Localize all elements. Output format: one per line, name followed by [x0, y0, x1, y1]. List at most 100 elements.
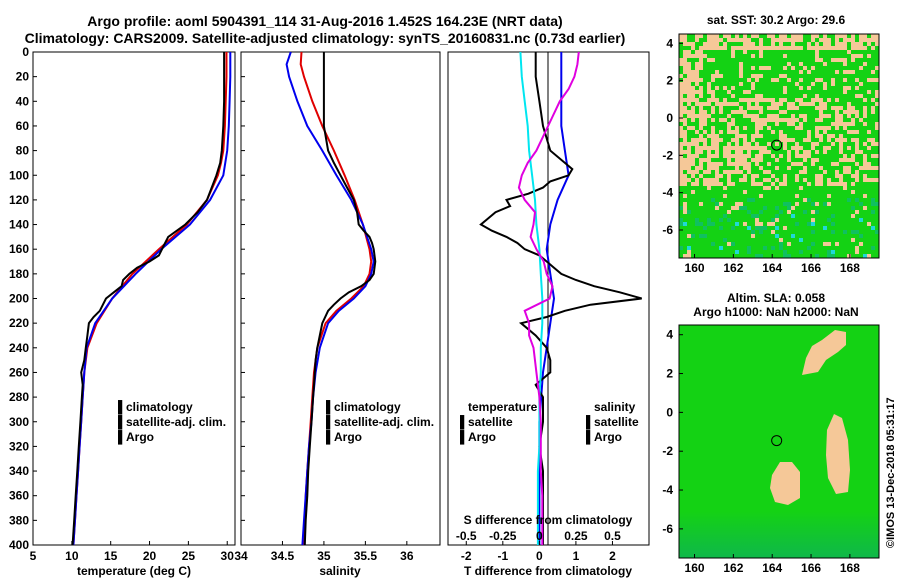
sst-cell — [871, 174, 875, 178]
sst-cell — [831, 86, 835, 90]
sst-cell — [835, 234, 839, 238]
sst-cell — [835, 142, 839, 146]
sst-cell — [839, 242, 843, 246]
sst-cell — [863, 170, 867, 174]
sst-cell — [815, 190, 819, 194]
sst-cell — [815, 170, 819, 174]
sst-cell — [679, 218, 683, 222]
sst-cell — [763, 142, 767, 146]
sst-cell — [867, 242, 871, 246]
sst-cell — [791, 182, 795, 186]
sst-cell — [707, 194, 711, 198]
sst-cell — [795, 186, 799, 190]
sst-cell — [803, 74, 807, 78]
sst-cell — [867, 246, 871, 250]
sst-cell — [679, 222, 683, 226]
sst-cell — [743, 234, 747, 238]
sst-cell — [683, 222, 687, 226]
sst-cell — [839, 74, 843, 78]
sst-cell — [779, 242, 783, 246]
sst-cell — [747, 194, 751, 198]
sst-cell — [787, 110, 791, 114]
sst-cell — [727, 66, 731, 70]
y-tick-label: 320 — [9, 439, 29, 453]
sst-cell — [847, 138, 851, 142]
sst-cell — [751, 254, 755, 258]
sst-cell — [855, 70, 859, 74]
sst-cell — [799, 66, 803, 70]
sst-cell — [743, 198, 747, 202]
sst-cell — [799, 74, 803, 78]
sst-cell — [763, 134, 767, 138]
sst-cell — [735, 118, 739, 122]
sst-cell — [779, 78, 783, 82]
sst-cell — [731, 230, 735, 234]
sst-cell — [807, 254, 811, 258]
sst-cell — [875, 138, 879, 142]
sst-cell — [719, 214, 723, 218]
sst-cell — [787, 190, 791, 194]
sst-cell — [839, 246, 843, 250]
sst-cell — [823, 122, 827, 126]
sst-cell — [759, 186, 763, 190]
sst-cell — [711, 102, 715, 106]
sst-cell — [727, 186, 731, 190]
sst-cell — [723, 254, 727, 258]
sst-cell — [783, 190, 787, 194]
sst-cell — [763, 222, 767, 226]
sst-cell — [763, 162, 767, 166]
sst-cell — [723, 90, 727, 94]
sst-cell — [727, 202, 731, 206]
sst-cell — [859, 122, 863, 126]
sst-cell — [731, 58, 735, 62]
sst-cell — [855, 66, 859, 70]
sst-cell — [867, 106, 871, 110]
sst-cell — [807, 206, 811, 210]
sst-cell — [827, 54, 831, 58]
sst-cell — [803, 182, 807, 186]
sst-cell — [707, 226, 711, 230]
sst-cell — [763, 182, 767, 186]
sst-cell — [715, 94, 719, 98]
sst-cell — [867, 46, 871, 50]
sst-cell — [791, 62, 795, 66]
sst-cell — [863, 82, 867, 86]
sst-cell — [811, 246, 815, 250]
argo-location-marker — [771, 435, 783, 447]
sst-cell — [847, 242, 851, 246]
sst-cell — [771, 86, 775, 90]
sst-cell — [827, 190, 831, 194]
sst-cell — [743, 254, 747, 258]
sst-cell — [751, 246, 755, 250]
sst-cell — [711, 62, 715, 66]
sst-cell — [783, 58, 787, 62]
sst-cell — [691, 242, 695, 246]
sst-cell — [735, 98, 739, 102]
sst-cell — [863, 146, 867, 150]
sst-cell — [743, 226, 747, 230]
sst-cell — [699, 238, 703, 242]
legend-marker-argo-salinity: ▌ — [586, 430, 595, 445]
sst-cell — [783, 106, 787, 110]
sst-cell — [771, 94, 775, 98]
sst-cell — [815, 234, 819, 238]
sst-cell — [859, 134, 863, 138]
sla-positive-anomaly-north — [802, 330, 846, 375]
sst-cell — [815, 66, 819, 70]
sst-cell — [687, 242, 691, 246]
sst-cell — [827, 34, 831, 38]
sst-cell — [703, 98, 707, 102]
sst-cell — [811, 94, 815, 98]
sst-cell — [783, 206, 787, 210]
sst-cell — [767, 82, 771, 86]
sst-cell — [815, 198, 819, 202]
sst-cell — [783, 94, 787, 98]
sst-cell — [703, 66, 707, 70]
sst-cell — [763, 174, 767, 178]
sst-cell — [719, 218, 723, 222]
sst-cell — [719, 230, 723, 234]
sst-cell — [763, 102, 767, 106]
sst-cell — [835, 82, 839, 86]
sst-cell — [875, 70, 879, 74]
sst-cell — [851, 222, 855, 226]
